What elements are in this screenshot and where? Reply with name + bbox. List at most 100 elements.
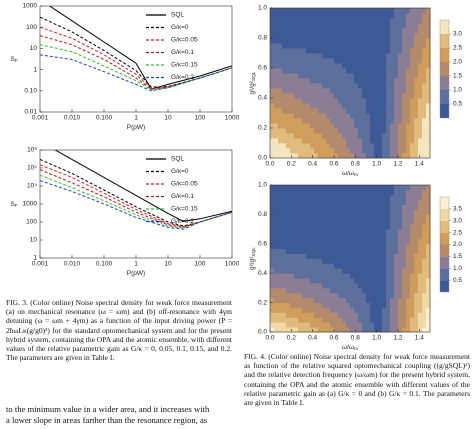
contour-cell <box>282 194 287 201</box>
contour-cell <box>414 73 419 79</box>
contour-cell <box>294 302 299 308</box>
contour-cell <box>378 8 383 14</box>
contour-cell <box>370 8 375 14</box>
contour-cell <box>270 209 275 215</box>
contour-cell <box>306 194 311 201</box>
contour-cell <box>294 204 299 210</box>
contour-cell <box>314 327 319 333</box>
contour-cell <box>426 307 431 313</box>
contour-cell <box>378 23 383 29</box>
contour-cell <box>326 253 331 259</box>
contour-cell <box>342 322 347 328</box>
contour-cell <box>354 53 359 59</box>
contour-cell <box>426 43 431 49</box>
contour-cell <box>322 234 327 240</box>
y-tick-label: 0.01 <box>24 109 37 116</box>
contour-cell <box>342 194 347 201</box>
contour-cell <box>302 243 307 250</box>
contour-cell <box>362 214 367 220</box>
contour-cell <box>422 103 427 109</box>
contour-cell <box>330 88 335 94</box>
contour-cell <box>314 219 319 225</box>
contour-cell <box>326 43 331 49</box>
contour-cell <box>366 88 371 94</box>
contour-cell <box>330 312 335 318</box>
contour-cell <box>390 28 395 34</box>
contour-cell <box>406 214 411 220</box>
contour-cell <box>370 292 375 299</box>
contour-cell <box>274 204 279 210</box>
contour-cell <box>282 143 287 149</box>
axis-label-main: ω/ω <box>342 170 354 177</box>
contour-cell <box>394 258 399 264</box>
contour-cell <box>278 268 283 274</box>
contour-cell <box>326 48 331 54</box>
contour-cell <box>270 253 275 259</box>
contour-cell <box>334 123 339 129</box>
contour-cell <box>298 322 303 328</box>
contour-cell <box>290 292 295 299</box>
contour-cell <box>294 138 299 144</box>
contour-cell <box>298 118 303 124</box>
contour-cell <box>318 98 323 104</box>
contour-cell <box>402 243 407 250</box>
contour-cell <box>302 189 307 196</box>
contour-cell <box>330 148 335 154</box>
contour-cell <box>294 73 299 79</box>
contour-cell <box>414 189 419 196</box>
contour-cell <box>398 113 403 119</box>
contour-cell <box>334 43 339 49</box>
contour-cell <box>306 224 311 230</box>
contour-cell <box>398 194 403 201</box>
contour-cell <box>282 88 287 94</box>
contour-cell <box>358 283 363 289</box>
contour-cell <box>426 33 431 39</box>
contour-cell <box>358 133 363 139</box>
contour-cell <box>354 8 359 14</box>
contour-cell <box>394 83 399 89</box>
contour-cell <box>314 317 319 323</box>
contour-cell <box>282 219 287 225</box>
colorbar-band <box>440 90 449 104</box>
contour-cell <box>374 153 379 159</box>
contour-cell <box>378 312 383 318</box>
contour-cell <box>310 38 315 44</box>
contour-cell <box>282 253 287 259</box>
contour-cell <box>378 93 383 99</box>
contour-cell <box>298 153 303 159</box>
contour-cell <box>330 283 335 289</box>
contour-cell <box>298 243 303 250</box>
contour-cell <box>306 118 311 124</box>
contour-cell <box>362 143 367 149</box>
contour-cell <box>278 78 283 84</box>
contour-cell <box>286 123 291 129</box>
contour-cell <box>362 327 367 333</box>
contour-cell <box>282 93 287 99</box>
contour-cell <box>282 307 287 313</box>
contour-cell <box>366 93 371 99</box>
contour-cell <box>422 229 427 235</box>
contour-cell <box>334 297 339 303</box>
contour-cell <box>358 238 363 245</box>
contour-cell <box>410 63 415 69</box>
contour-cell <box>318 93 323 99</box>
contour-cell <box>286 23 291 29</box>
contour-cell <box>386 224 391 230</box>
contour-cell <box>330 53 335 59</box>
y-tick-label: 0.0 <box>258 155 267 162</box>
contour-cell <box>422 287 427 294</box>
contour-cell <box>390 234 395 240</box>
contour-cell <box>426 73 431 79</box>
contour-cell <box>406 283 411 289</box>
contour-cell <box>326 283 331 289</box>
contour-cell <box>370 234 375 240</box>
contour-cell <box>322 224 327 230</box>
contour-cell <box>278 273 283 279</box>
axis-label-main: ω/ω <box>342 344 354 351</box>
contour-cell <box>278 43 283 49</box>
contour-cell <box>310 13 315 19</box>
contour-cell <box>394 322 399 328</box>
contour-cell <box>338 128 343 134</box>
contour-cell <box>390 189 395 196</box>
contour-cell <box>346 214 351 220</box>
